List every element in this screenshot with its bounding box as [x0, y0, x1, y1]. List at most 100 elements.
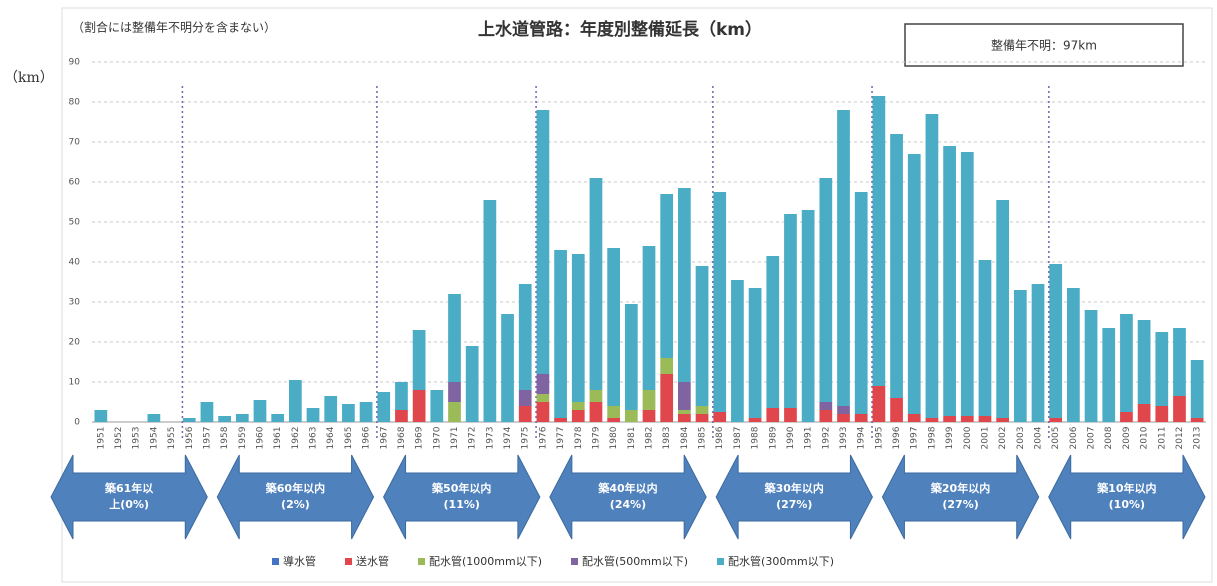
bar-segment: [1190, 360, 1204, 418]
bar-segment: [642, 390, 656, 410]
bar-segment: [589, 390, 603, 402]
bar-segment: [518, 406, 532, 422]
bar-segment: [978, 260, 992, 416]
bar-segment: [377, 392, 391, 422]
bar-segment: [854, 414, 868, 422]
x-tick-label: 2011: [1157, 427, 1167, 450]
bar-segment: [182, 418, 196, 422]
x-tick-label: 1986: [715, 426, 725, 449]
bar-segment: [1049, 264, 1063, 418]
legend-swatch: [571, 558, 579, 565]
bar-segment: [412, 390, 426, 422]
bar-segment: [695, 266, 709, 406]
bar-segment: [943, 416, 956, 422]
bar-segment: [589, 178, 603, 390]
x-tick-label: 1995: [874, 427, 884, 450]
y-tick-label: 60: [69, 178, 81, 188]
legend-swatch: [418, 558, 425, 565]
bar-segment: [784, 214, 797, 408]
bar-segment: [288, 380, 302, 422]
period-label: 築61年以: [104, 481, 153, 495]
bar-segment: [748, 418, 762, 422]
period-arrow: [50, 454, 208, 540]
x-tick-label: 1952: [114, 427, 124, 450]
bar-segment: [1155, 406, 1169, 422]
period-label: 築30年以内: [764, 481, 824, 495]
x-tick-label: 1982: [645, 427, 655, 450]
bar-segment: [819, 178, 833, 402]
bar-segment: [1137, 404, 1151, 422]
legend-label: 配水管(300mm以下): [728, 554, 834, 568]
x-tick-label: 1954: [149, 426, 159, 449]
bar-segment: [518, 284, 532, 390]
legend-label: 配水管(1000mm以下): [429, 554, 542, 568]
bar-segment: [1137, 320, 1151, 404]
period-arrow: [1048, 454, 1206, 540]
x-tick-label: 1961: [273, 427, 283, 450]
x-tick-label: 1969: [415, 426, 425, 449]
bar-segment: [518, 390, 532, 406]
x-tick-label: 1968: [397, 426, 407, 449]
legend-swatch: [717, 558, 725, 565]
bar-segment: [200, 402, 214, 422]
x-tick-label: 1964: [326, 426, 336, 449]
bar-segment: [1190, 418, 1204, 422]
x-tick-label: 1966: [362, 426, 372, 449]
bar-segment: [147, 414, 161, 422]
bar-segment: [713, 192, 727, 412]
x-tick-label: 1957: [202, 427, 212, 450]
y-tick-label: 20: [69, 338, 81, 348]
y-tick-label: 30: [69, 298, 81, 308]
legend-label: 導水管: [283, 554, 316, 568]
x-tick-label: 1955: [167, 427, 177, 450]
bar-segment: [907, 154, 921, 414]
bar-segment: [218, 416, 231, 422]
x-tick-label: 2007: [1087, 427, 1097, 450]
x-tick-label: 1980: [609, 426, 619, 449]
x-tick-label: 1970: [432, 426, 442, 449]
x-tick-label: 2000: [963, 426, 973, 449]
bar-segment: [943, 146, 956, 416]
bar-segment: [589, 402, 603, 422]
x-tick-label: 2003: [1016, 427, 1026, 450]
x-tick-label: 2004: [1034, 426, 1044, 449]
bar-segment: [1031, 284, 1045, 422]
period-label: (27%): [942, 498, 978, 511]
bar-segment: [677, 414, 691, 422]
bar-segment: [854, 192, 868, 414]
x-tick-label: 1984: [680, 426, 690, 449]
bar-segment: [925, 418, 939, 422]
x-tick-label: 1959: [238, 426, 248, 449]
bar-segment: [448, 294, 461, 382]
x-tick-label: 1983: [662, 427, 672, 450]
x-tick-label: 2001: [980, 427, 990, 450]
bar-segment: [448, 402, 461, 422]
period-arrow: [715, 454, 873, 540]
x-tick-label: 1974: [503, 426, 513, 449]
period-label: 築50年以内: [431, 481, 491, 495]
x-tick-label: 1998: [927, 426, 937, 449]
bar-segment: [483, 200, 497, 422]
x-tick-label: 2008: [1104, 426, 1114, 449]
bar-segment: [607, 406, 621, 418]
bar-segment: [271, 414, 285, 422]
period-arrow: [383, 454, 541, 540]
bar-segment: [1120, 412, 1133, 422]
x-tick-label: 2010: [1140, 426, 1150, 449]
bar-segment: [536, 394, 550, 402]
note: 整備年不明：97km: [991, 38, 1097, 53]
y-tick-label: 70: [69, 138, 81, 148]
period-label: 築20年以内: [930, 481, 990, 495]
bar-segment: [465, 346, 479, 422]
bar-segment: [1173, 328, 1186, 396]
bar-segment: [766, 408, 780, 422]
bar-segment: [766, 256, 780, 408]
bar-segment: [642, 246, 656, 390]
legend-label: 送水管: [356, 554, 389, 568]
x-tick-label: 1996: [892, 426, 902, 449]
x-tick-label: 1978: [574, 426, 584, 449]
subtitle: （割合には整備年不明分を含まない）: [72, 20, 276, 35]
bar-segment: [359, 402, 373, 422]
period-label: (27%): [776, 498, 812, 511]
y-axis-label: （km）: [4, 70, 54, 86]
